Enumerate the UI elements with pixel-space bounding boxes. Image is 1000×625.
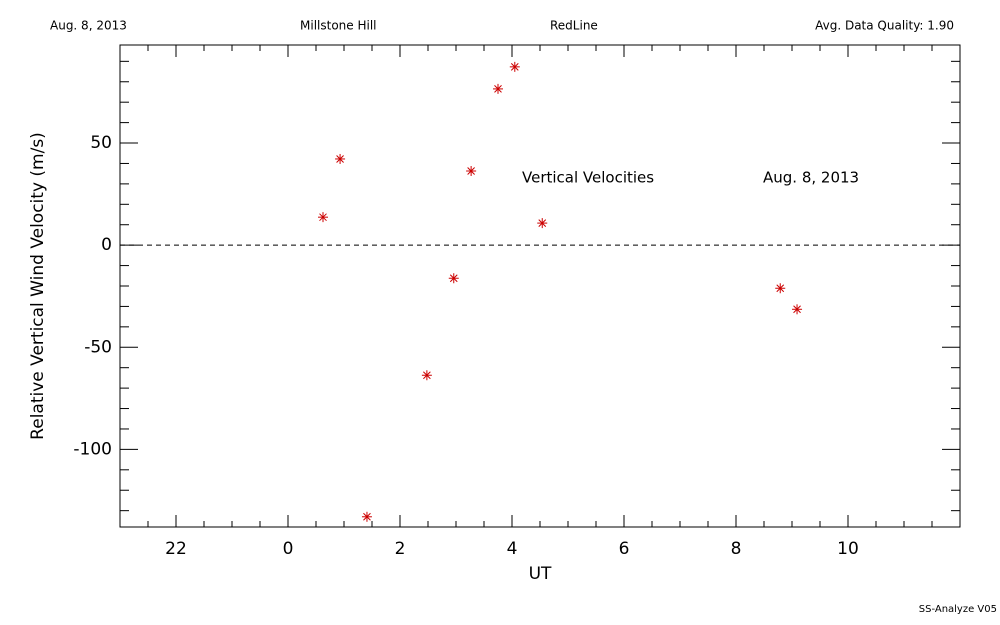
point-stroke: [336, 155, 344, 163]
x-tick-label: 2: [395, 539, 406, 559]
point-stroke: [776, 284, 785, 293]
point-stroke: [319, 213, 327, 222]
y-tick-label: 50: [90, 133, 112, 153]
y-axis-label: Relative Vertical Wind Velocity (m/s): [28, 132, 48, 440]
x-tick-label: 0: [283, 539, 294, 559]
x-tick-label: 10: [837, 539, 859, 559]
point: [537, 218, 548, 229]
y-tick-label: -50: [84, 337, 112, 357]
annotation: Vertical Velocities: [522, 169, 654, 187]
point: [775, 283, 786, 294]
x-axis-label: UT: [529, 564, 552, 584]
point: [361, 511, 372, 522]
footer: SS-Analyze V05: [919, 604, 997, 615]
annotation: Aug. 8, 2013: [763, 169, 859, 187]
point-stroke: [449, 274, 458, 283]
point: [493, 83, 503, 94]
y-tick-label: 0: [101, 235, 112, 255]
header-site: Millstone Hill: [300, 19, 376, 33]
point: [448, 273, 459, 284]
point-stroke: [467, 167, 475, 175]
point-stroke: [793, 305, 801, 314]
point: [466, 166, 477, 177]
x-tick-label: 22: [165, 539, 187, 559]
point: [318, 212, 328, 223]
x-tick-label: 4: [507, 539, 518, 559]
point-stroke: [363, 512, 371, 521]
point: [509, 61, 520, 72]
x-tick-label: 8: [731, 539, 742, 559]
point-stroke: [494, 85, 502, 93]
point-stroke: [510, 62, 519, 71]
point-stroke: [423, 371, 431, 380]
point: [792, 304, 803, 315]
y-tick-label: -100: [73, 439, 112, 459]
header-quality: Avg. Data Quality: 1.90: [815, 19, 954, 33]
point: [421, 370, 432, 381]
x-tick-label: 6: [619, 539, 630, 559]
header-instrument: RedLine: [550, 19, 598, 33]
point: [335, 153, 346, 164]
header-date: Aug. 8, 2013: [50, 19, 127, 33]
point-stroke: [538, 219, 547, 227]
